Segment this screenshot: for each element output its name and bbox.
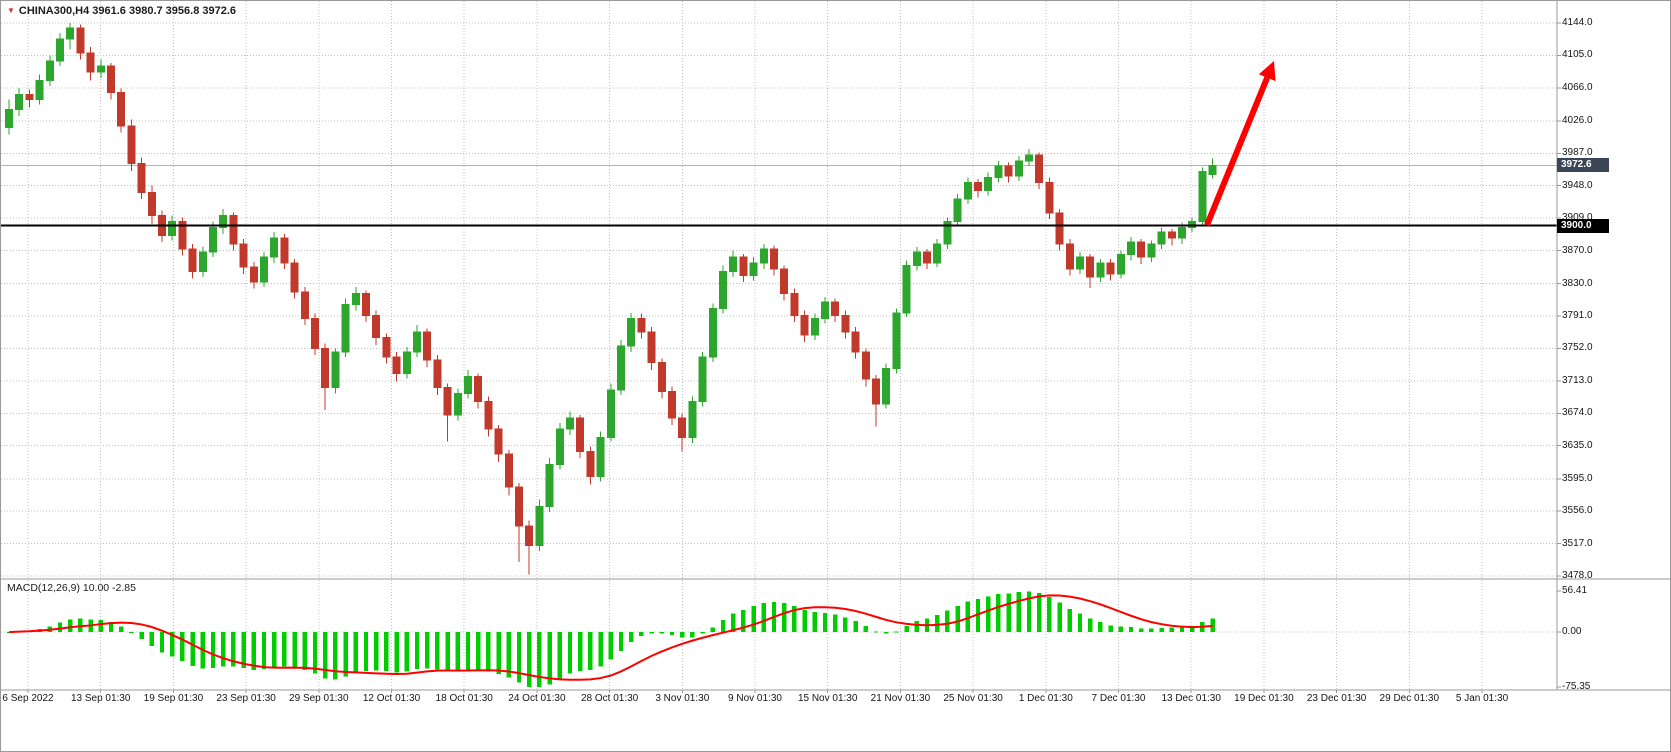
price-tick-label: 3517.0 bbox=[1562, 537, 1593, 549]
grid-layer bbox=[1, 1, 1557, 690]
date-tick-label: 6 Sep 2022 bbox=[2, 693, 54, 704]
date-tick-label: 9 Nov 01:30 bbox=[728, 693, 782, 704]
date-tick-label: 29 Dec 01:30 bbox=[1379, 693, 1440, 704]
macd-signal-line bbox=[8, 594, 1213, 681]
price-tick-label: 3987.0 bbox=[1562, 147, 1593, 159]
price-tick-label: 3713.0 bbox=[1562, 374, 1593, 386]
price-tick-label: 3752.0 bbox=[1562, 342, 1593, 354]
macd-histogram-layer bbox=[6, 591, 1215, 687]
date-tick-label: 13 Sep 01:30 bbox=[70, 693, 131, 704]
macd-indicator-label: MACD(12,26,9) 10.00 -2.85 bbox=[7, 582, 136, 594]
macd-tick-label: 56.41 bbox=[1562, 585, 1588, 596]
date-tick-label: 24 Oct 01:30 bbox=[508, 693, 566, 704]
price-tick-label: 4066.0 bbox=[1562, 81, 1593, 93]
date-tick-label: 19 Sep 01:30 bbox=[143, 693, 204, 704]
price-tick-label: 3830.0 bbox=[1562, 277, 1593, 289]
price-tick-label: 4144.0 bbox=[1562, 17, 1593, 28]
date-tick-label: 29 Sep 01:30 bbox=[289, 693, 349, 704]
date-tick-label: 23 Dec 01:30 bbox=[1306, 693, 1367, 704]
price-axis[interactable]: 4144.0 4105.0 4066.0 4026.0 3987.0 3948.0 3909… bbox=[1559, 1, 1670, 692]
price-tick-label: 3478.0 bbox=[1562, 570, 1593, 581]
date-tick-label: 7 Dec 01:30 bbox=[1091, 693, 1146, 704]
date-tick-label: 3 Nov 01:30 bbox=[655, 693, 710, 704]
pane-separators bbox=[1, 1, 1670, 693]
date-tick-label: 28 Oct 01:30 bbox=[580, 693, 639, 704]
price-tick-label: 3595.0 bbox=[1562, 472, 1593, 484]
macd-tick-label: -75.35 bbox=[1562, 681, 1591, 692]
support-price-tag: 3900.0 bbox=[1557, 218, 1609, 233]
date-tick-label: 18 Oct 01:30 bbox=[435, 693, 493, 704]
price-tick-label: 3556.0 bbox=[1562, 505, 1593, 517]
macd-tick-label: 0.00 bbox=[1562, 626, 1582, 638]
price-tick-label: 3948.0 bbox=[1562, 179, 1593, 191]
symbol-ohlc-label: ▼ CHINA300,H4 3961.6 3980.7 3956.8 3972.… bbox=[7, 5, 236, 17]
date-tick-label: 25 Nov 01:30 bbox=[943, 693, 1003, 704]
price-tick-label: 3674.0 bbox=[1562, 407, 1593, 419]
date-tick-label: 23 Sep 01:30 bbox=[216, 693, 276, 704]
price-tick-label: 3909.0 bbox=[1562, 212, 1593, 224]
price-tick-label: 3635.0 bbox=[1562, 439, 1593, 451]
date-tick-label: 1 Dec 01:30 bbox=[1018, 693, 1073, 704]
symbol-dropdown-icon[interactable]: ▼ bbox=[7, 6, 15, 15]
time-axis[interactable]: 6 Sep 2022 13 Sep 01:30 19 Sep 01:30 23 Sep… bbox=[1, 693, 1557, 709]
date-tick-label: 15 Nov 01:30 bbox=[797, 693, 858, 704]
candles-layer bbox=[5, 23, 1217, 575]
date-tick-label: 12 Oct 01:30 bbox=[362, 693, 421, 704]
price-tick-label: 3791.0 bbox=[1562, 310, 1593, 322]
current-price-tag: 3972.6 bbox=[1557, 158, 1609, 173]
up-arrow-annotation[interactable] bbox=[1204, 61, 1276, 227]
date-tick-label: 21 Nov 01:30 bbox=[870, 693, 931, 704]
price-tick-label: 4105.0 bbox=[1562, 49, 1593, 61]
date-tick-label: 19 Dec 01:30 bbox=[1234, 693, 1294, 704]
date-tick-label: 13 Dec 01:30 bbox=[1161, 693, 1221, 704]
symbol-ohlc-text: CHINA300,H4 3961.6 3980.7 3956.8 3972.6 bbox=[18, 5, 237, 17]
price-tick-label: 3870.0 bbox=[1562, 244, 1593, 256]
price-tick-label: 4026.0 bbox=[1562, 114, 1593, 126]
date-tick-label: 5 Jan 01:30 bbox=[1455, 693, 1509, 704]
